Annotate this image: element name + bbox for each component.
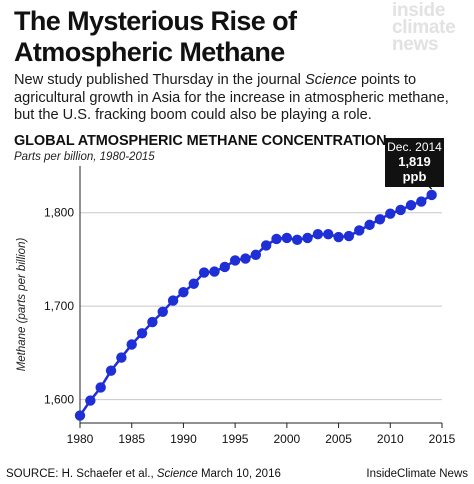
x-tick-label: 1990	[170, 432, 197, 446]
intro-journal: Science	[304, 72, 357, 88]
data-point	[95, 382, 106, 393]
data-point	[271, 233, 282, 245]
intro-text-after: points to agricultural growth in Asia fo…	[14, 72, 449, 124]
data-point	[405, 200, 417, 211]
data-point	[416, 196, 427, 207]
data-point	[364, 219, 375, 231]
data-point	[229, 255, 241, 266]
x-tick-label: 2010	[377, 432, 404, 446]
chart-title: GLOBAL ATMOSPHERIC METHANE CONCENTRATION	[14, 133, 387, 149]
data-point	[85, 395, 96, 406]
data-point	[105, 365, 117, 376]
y-tick-label: 1,700	[44, 299, 74, 313]
data-point	[126, 339, 137, 350]
data-point	[354, 225, 365, 236]
data-point	[281, 232, 293, 244]
data-point	[116, 352, 127, 363]
x-tick-label: 2015	[429, 432, 456, 446]
source-journal: Science	[156, 468, 198, 480]
data-point	[333, 231, 344, 243]
logo-word-3: news	[392, 34, 439, 55]
data-point	[292, 234, 303, 246]
intro-text-before: New study published Thursday in the jour…	[14, 72, 305, 88]
data-point	[167, 295, 179, 306]
data-point	[136, 328, 148, 339]
data-point	[395, 204, 406, 216]
logo-word-2: climate	[392, 17, 456, 38]
logo-word-1: inside	[392, 0, 446, 21]
data-point	[240, 253, 251, 264]
data-point	[323, 229, 334, 240]
data-point	[157, 306, 168, 317]
data-point	[250, 249, 262, 260]
data-point	[343, 230, 355, 242]
data-point	[312, 229, 324, 240]
source-suffix: March 10, 2016	[197, 468, 281, 480]
data-point	[198, 267, 210, 278]
data-point	[188, 278, 199, 289]
inside-climate-news-logo: inside climate news	[392, 0, 466, 55]
data-point	[385, 208, 396, 219]
data-point	[178, 286, 189, 298]
callout-date: Dec. 2014	[387, 140, 442, 154]
intro-paragraph: New study published Thursday in the jour…	[14, 72, 464, 125]
source-prefix: SOURCE: H. Schaefer et al.,	[6, 468, 157, 480]
data-point	[209, 266, 220, 277]
x-tick-label: 1995	[222, 432, 249, 446]
source-note: SOURCE: H. Schaefer et al., Science Marc…	[6, 468, 281, 480]
y-axis-title: Methane (parts per billion)	[16, 238, 28, 372]
credit: InsideClimate News	[366, 468, 468, 480]
data-point	[260, 240, 272, 251]
methane-series-line	[78, 193, 433, 417]
data-point	[426, 189, 437, 201]
dec-2014-callout: Dec. 2014 1,819 ppb	[385, 138, 444, 187]
data-point	[374, 214, 386, 225]
data-point	[147, 316, 158, 328]
chart-subtitle: Parts per billion, 1980-2015	[14, 151, 155, 163]
data-point	[302, 232, 313, 244]
data-point	[219, 261, 230, 273]
callout-value: 1,819 ppb	[398, 154, 431, 184]
data-point	[74, 410, 86, 421]
x-tick-label: 2005	[325, 432, 352, 446]
headline-line-1: The Mysterious Rise of	[14, 6, 297, 36]
x-tick-label: 1980	[67, 432, 94, 446]
x-tick-label: 2000	[274, 432, 301, 446]
y-tick-label: 1,600	[44, 393, 74, 407]
y-tick-label: 1,800	[44, 206, 74, 220]
x-tick-label: 1985	[118, 432, 145, 446]
headline: The Mysterious Rise of Atmospheric Metha…	[14, 6, 394, 68]
headline-line-2: Atmospheric Methane	[14, 37, 285, 67]
